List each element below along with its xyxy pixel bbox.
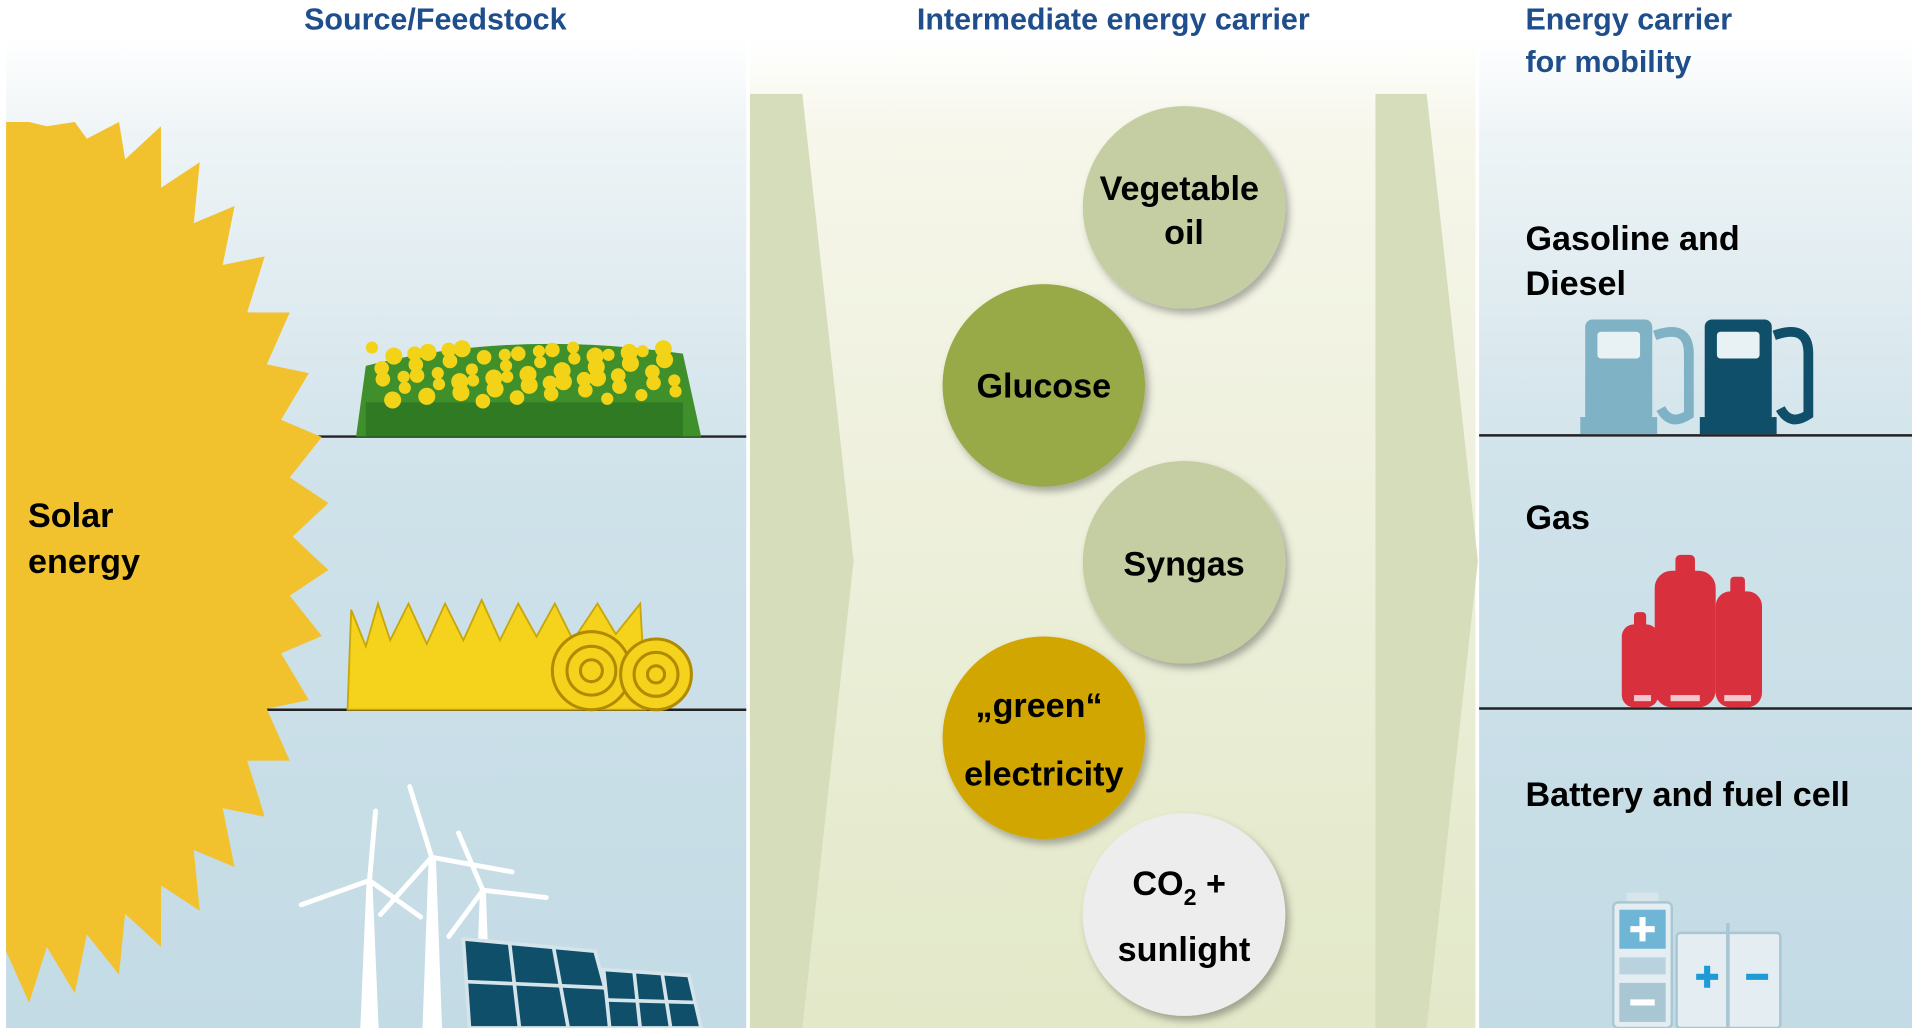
flower	[466, 363, 478, 375]
flower	[374, 361, 389, 376]
flower	[432, 367, 444, 379]
flower	[554, 362, 571, 379]
flower	[533, 345, 545, 357]
flower	[501, 371, 513, 383]
formula-subscript: 2	[1184, 884, 1197, 910]
carrier-label: Glucose	[976, 368, 1111, 406]
flower	[499, 349, 511, 361]
flower	[451, 373, 468, 390]
flower	[476, 394, 491, 409]
flower	[568, 352, 580, 364]
label-line: „green“	[976, 687, 1103, 725]
flower	[668, 374, 680, 386]
flower	[384, 391, 401, 408]
flower	[407, 346, 422, 361]
flower	[567, 341, 579, 353]
crop-icon	[356, 340, 701, 436]
flower	[655, 340, 672, 357]
mobility-label: Gas	[1525, 499, 1590, 537]
column-header: Source/Feedstock	[304, 2, 567, 36]
column-header: Intermediate energy carrier	[917, 2, 1310, 36]
header-line: Energy carrier	[1525, 2, 1732, 36]
mobility-label: Battery and fuel cell	[1525, 776, 1849, 814]
label-line: Solar	[28, 497, 113, 535]
formula: CO	[1132, 865, 1183, 903]
flower	[385, 348, 402, 365]
label-line: Gasoline and	[1525, 220, 1739, 258]
flower	[577, 372, 592, 387]
flower	[419, 344, 436, 361]
flower	[366, 341, 378, 353]
flower	[587, 348, 604, 365]
formula: +	[1196, 865, 1225, 903]
carrier-label: sunlight	[1118, 931, 1251, 969]
flower	[477, 350, 492, 365]
flower	[669, 385, 681, 397]
flower	[441, 343, 456, 358]
flower	[399, 382, 411, 394]
flower	[433, 378, 445, 390]
flower	[545, 343, 560, 358]
flower	[602, 349, 614, 361]
carrier-label: Syngas	[1123, 546, 1244, 584]
flower	[637, 345, 649, 357]
flower	[511, 346, 526, 361]
header-line: for mobility	[1525, 45, 1691, 79]
flower	[418, 388, 435, 405]
flower	[519, 366, 536, 383]
flower	[601, 393, 613, 405]
flower	[534, 356, 546, 368]
flower	[454, 340, 471, 357]
flower	[543, 376, 558, 391]
label-line: energy	[28, 543, 140, 581]
flower	[467, 374, 479, 386]
flower	[645, 365, 660, 380]
label-line: oil	[1164, 214, 1204, 252]
flower	[485, 369, 502, 386]
flower	[621, 344, 638, 361]
diagram: Source/Feedstock Intermediate energy car…	[0, 0, 1912, 1028]
flower	[398, 371, 410, 383]
flower	[635, 389, 647, 401]
flower	[500, 360, 512, 372]
label-line: Vegetable	[1100, 170, 1259, 208]
label-line: Diesel	[1525, 265, 1626, 303]
label-line: electricity	[964, 755, 1123, 793]
flower	[611, 368, 626, 383]
flower	[510, 390, 525, 405]
